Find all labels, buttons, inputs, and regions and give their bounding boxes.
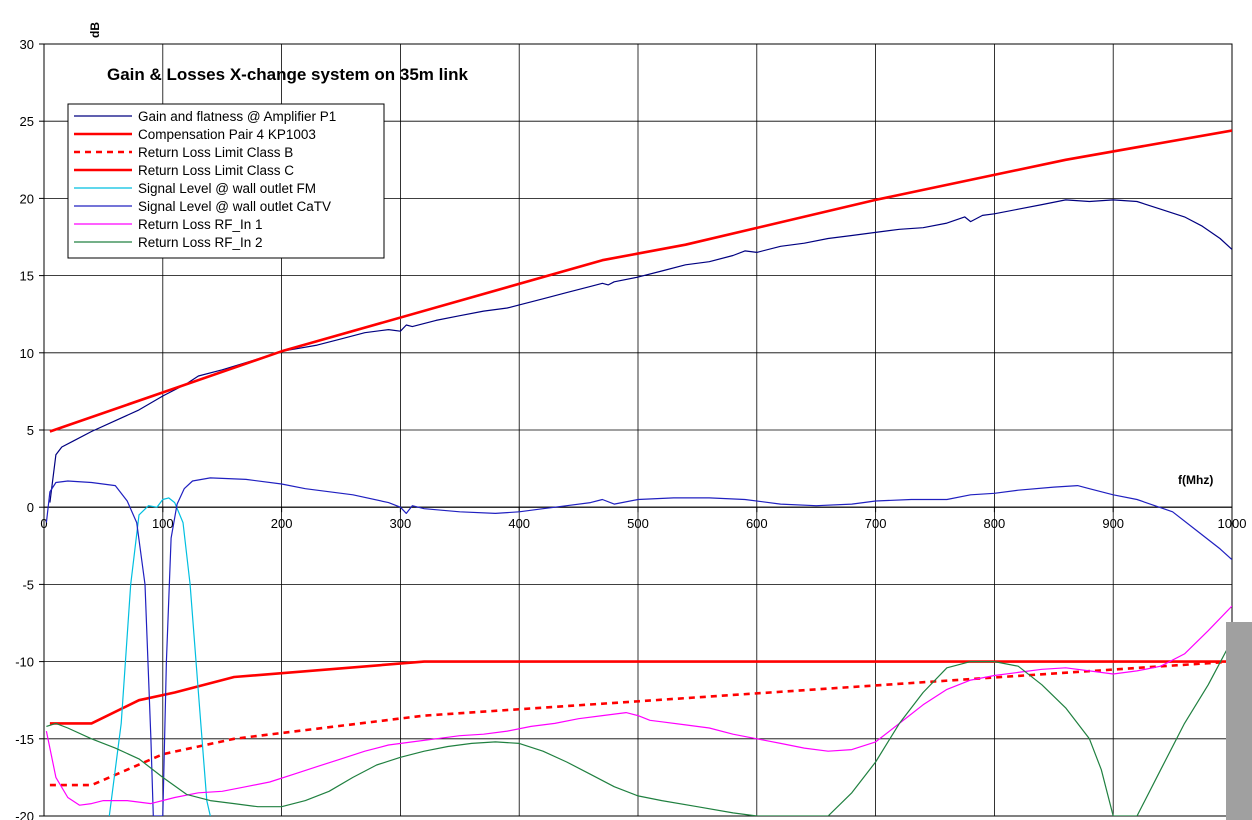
- y-axis-label: dB: [88, 22, 102, 38]
- series-line-7: [45, 605, 1232, 806]
- x-tick-label: 800: [984, 516, 1006, 531]
- series-line-4: [49, 660, 1232, 725]
- x-tick-labels: 0 100 200 300 400 500 600 700 800 900 1000: [40, 516, 1246, 531]
- x-tick-label: 900: [1102, 516, 1124, 531]
- x-tick-label: 400: [508, 516, 530, 531]
- y-tick-labels: 30 25 20 15 10 5 0 -5 -10 -15 -20: [15, 37, 34, 820]
- y-tick-label: 15: [20, 269, 34, 284]
- y-tick-label: 30: [20, 37, 34, 52]
- y-tick-label: 20: [20, 191, 34, 206]
- x-tick-label: 600: [746, 516, 768, 531]
- legend-label-4: Return Loss Limit Class C: [138, 163, 294, 178]
- x-tick-label: 200: [271, 516, 293, 531]
- y-tick-label: 5: [27, 423, 34, 438]
- legend: Gain and flatness @ Amplifier P1 Compensa…: [67, 103, 385, 259]
- legend-label-8: Return Loss RF_In 2: [138, 235, 263, 250]
- legend-label-5: Signal Level @ wall outlet FM: [138, 181, 316, 196]
- legend-label-6: Signal Level @ wall outlet CaTV: [138, 199, 331, 214]
- chart-title: Gain & Losses X-change system on 35m lin…: [107, 65, 468, 84]
- series-line-6: [45, 477, 1232, 816]
- plot-border: [43, 43, 1233, 817]
- legend-frame: [67, 103, 385, 259]
- y-tick-label: 10: [20, 346, 34, 361]
- y-tick-label: -15: [15, 732, 34, 747]
- series-line-2: [49, 129, 1232, 433]
- x-tick-label: 300: [390, 516, 412, 531]
- y-tick-label: -5: [22, 577, 34, 592]
- x-tick-label: 0: [40, 516, 47, 531]
- series-line-8: [46, 639, 1232, 816]
- x-tick-label: 500: [627, 516, 649, 531]
- y-tick-label: -20: [15, 809, 34, 820]
- legend-label-2: Compensation Pair 4 KP1003: [138, 127, 316, 142]
- legend-label-3: Return Loss Limit Class B: [138, 145, 293, 160]
- x-tick-label: 1000: [1218, 516, 1247, 531]
- x-axis-label: f(Mhz): [1178, 473, 1213, 487]
- y-tick-label: 0: [27, 500, 34, 515]
- series-line-1: [49, 199, 1232, 503]
- series-layer: [45, 129, 1232, 816]
- x-tick-label: 100: [152, 516, 174, 531]
- series-line-5: [108, 497, 211, 816]
- legend-label-7: Return Loss RF_In 1: [138, 217, 263, 232]
- x-tick-label: 700: [865, 516, 887, 531]
- y-tick-label: 25: [20, 114, 34, 129]
- scrollbar-thumb[interactable]: [1226, 622, 1252, 820]
- y-tick-label: -10: [15, 655, 34, 670]
- legend-label-1: Gain and flatness @ Amplifier P1: [138, 109, 336, 124]
